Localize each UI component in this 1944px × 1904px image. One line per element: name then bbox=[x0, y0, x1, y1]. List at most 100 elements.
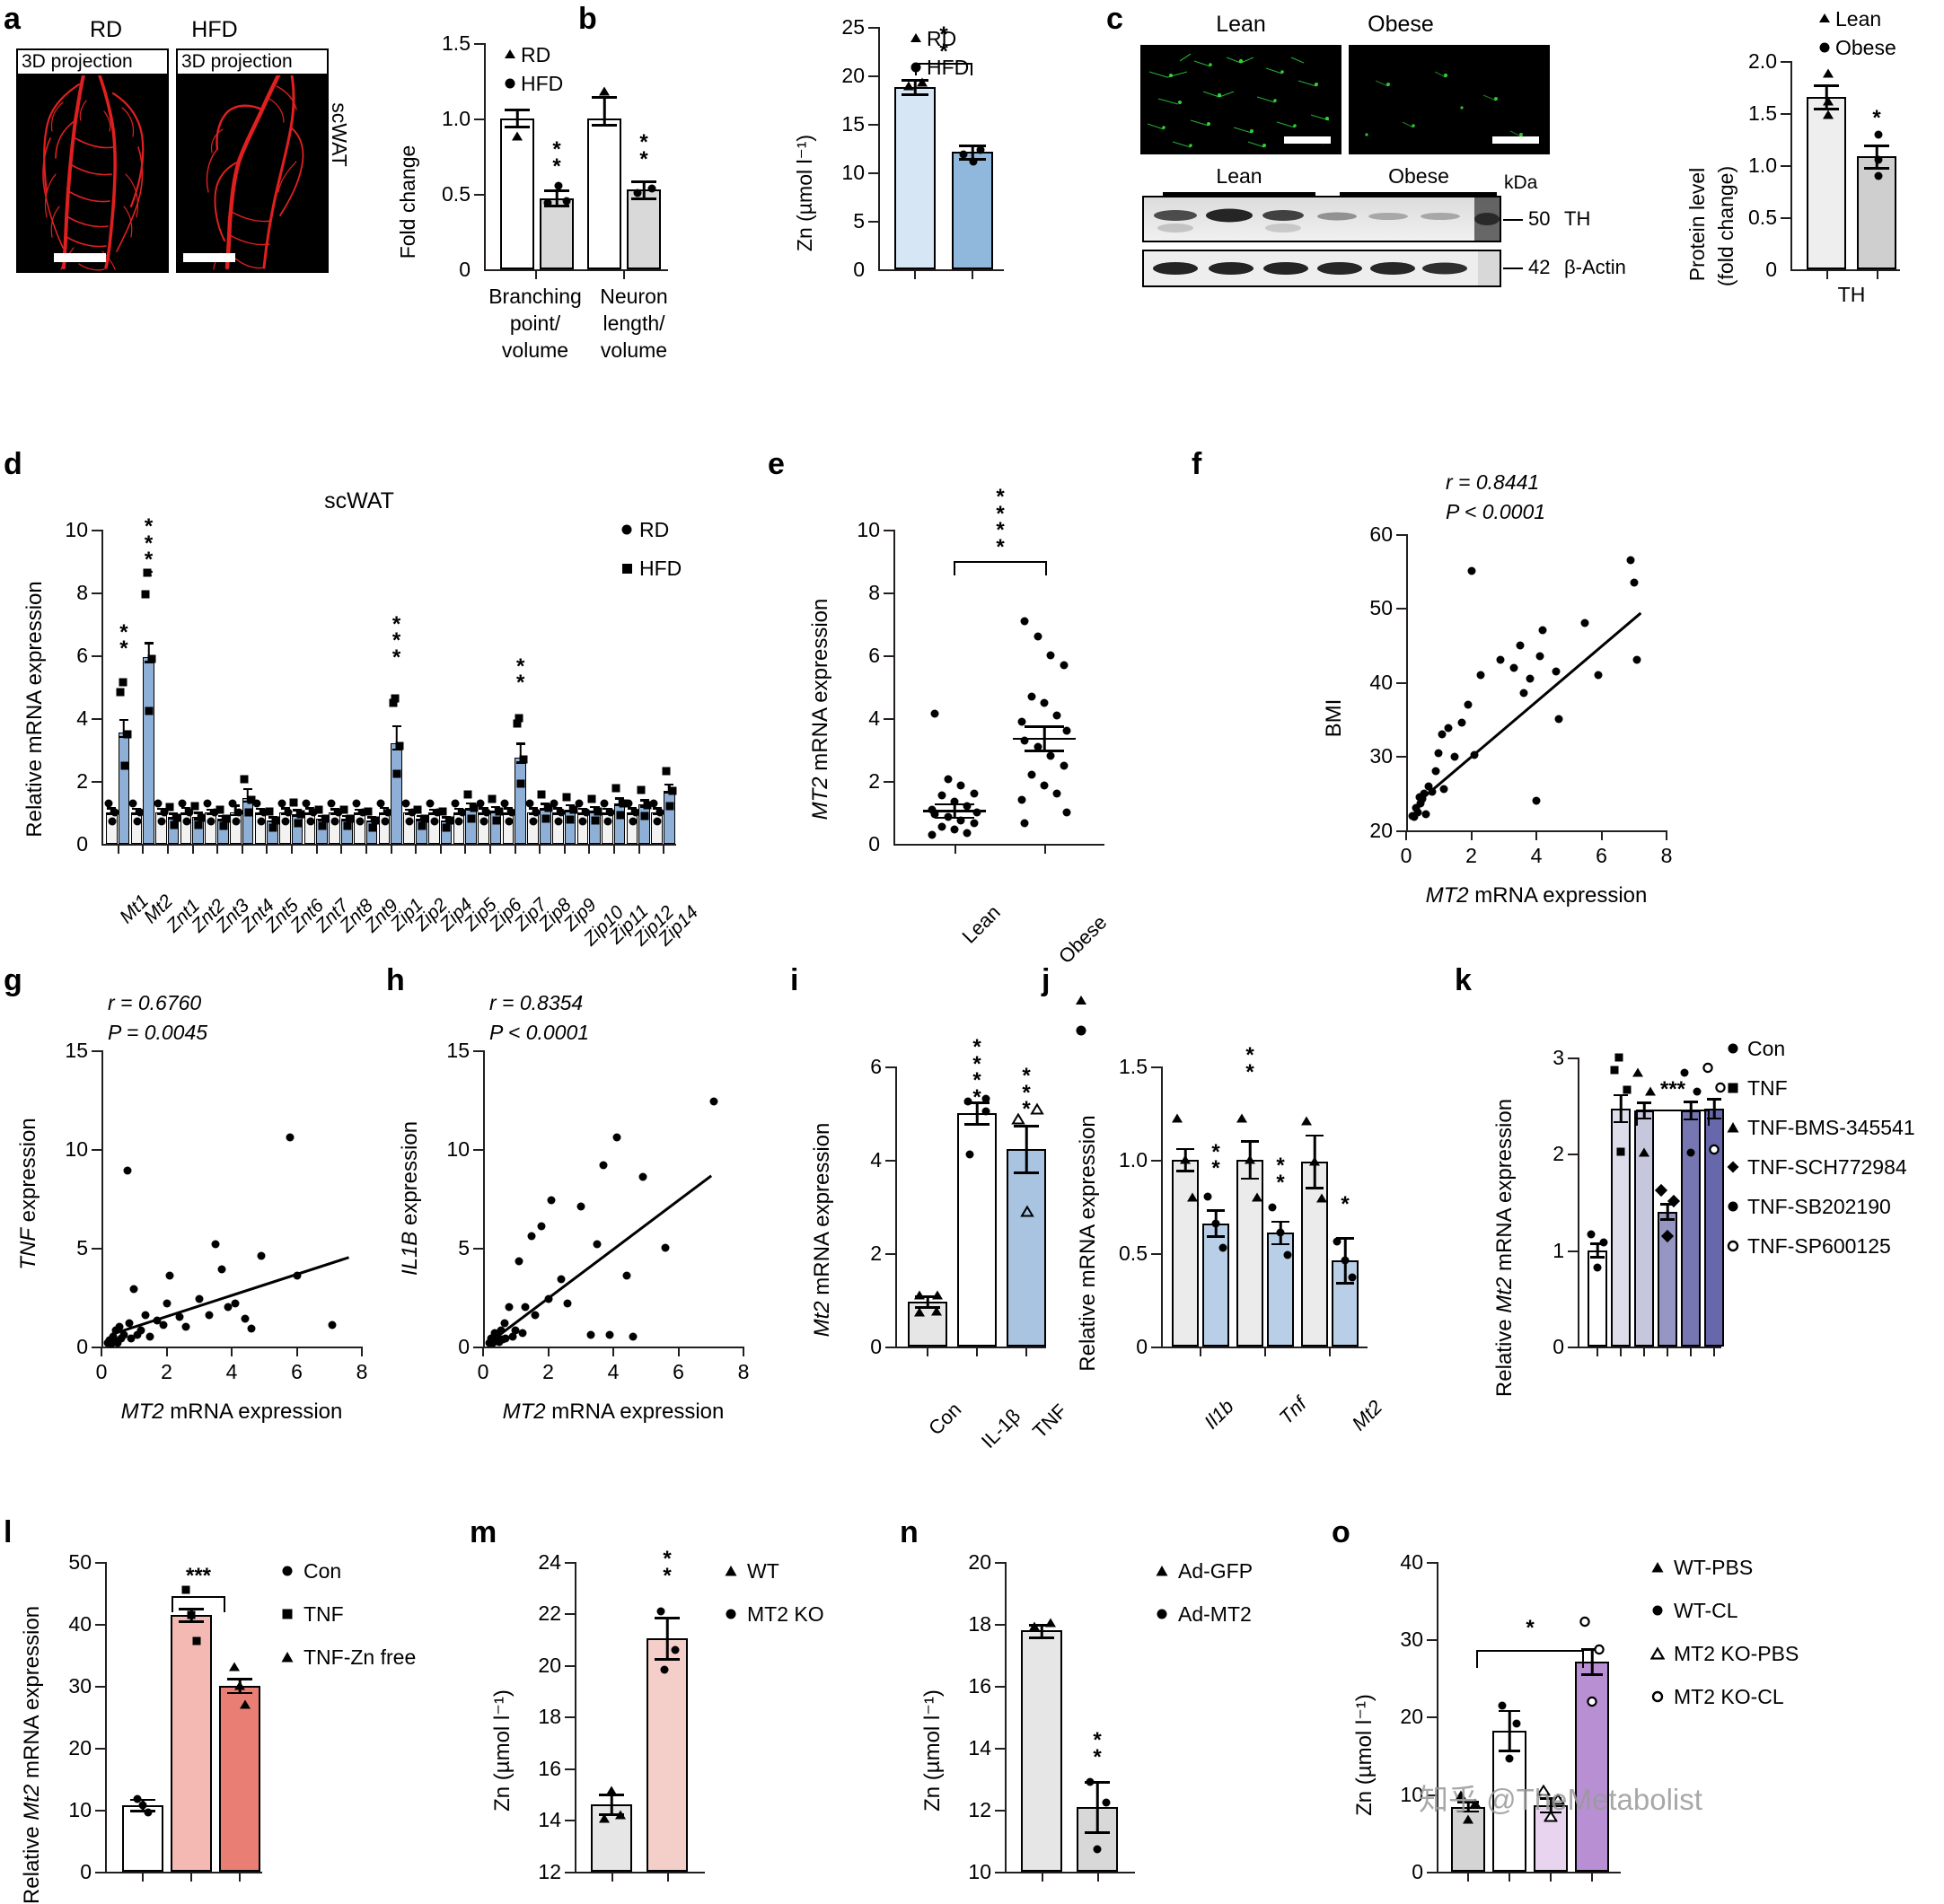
panel-d-point-Zip7-HFD-1 bbox=[516, 779, 525, 788]
panel-j-bar-Il1b-0 bbox=[1172, 1160, 1199, 1347]
panel-m-err-mt2ko bbox=[665, 1618, 669, 1659]
panel-d-title: scWAT bbox=[324, 488, 394, 513]
panel-n-sig: * * bbox=[1093, 1728, 1102, 1769]
panel-h-ytick-5 bbox=[473, 1248, 483, 1250]
panel-c-xaxis bbox=[1790, 269, 1900, 271]
panel-i-ytick-0 bbox=[885, 1347, 895, 1348]
panel-b-point-hfd-1 bbox=[959, 150, 968, 159]
panel-c-yaxis bbox=[1790, 61, 1792, 269]
panel_f-xtick-label-1: 2 bbox=[1465, 844, 1477, 867]
panel-d-point-Znt3-HFD-1 bbox=[219, 821, 228, 830]
panel-i-sig-tnf: * * * bbox=[1022, 1064, 1031, 1122]
panel-j-yaxis bbox=[1161, 1066, 1163, 1347]
panel-k-legend-marker-2 bbox=[1726, 1120, 1740, 1139]
panel-k-point-5-2 bbox=[1708, 1143, 1720, 1160]
panel-e-point-g1-9 bbox=[1020, 736, 1029, 744]
panel-o-sig: * bbox=[1526, 1616, 1535, 1640]
panel-d-point-Mt2-RD-0 bbox=[128, 799, 137, 808]
panel-m-errcap2-mt2ko bbox=[655, 1658, 680, 1661]
panel-k-point-0-2 bbox=[1593, 1263, 1602, 1272]
panel-e-point-g1-15 bbox=[1052, 789, 1061, 798]
panel-a-bar-rd-1 bbox=[500, 118, 534, 269]
panel-o-point-1-0 bbox=[1498, 1701, 1507, 1710]
panel-letter-e: e bbox=[768, 447, 785, 481]
panel-e-point-g0-15 bbox=[963, 829, 972, 838]
panel-d-xtick-Zip10 bbox=[588, 844, 591, 854]
panel_g-point-31 bbox=[247, 1324, 256, 1333]
panel-k-xtick-5 bbox=[1713, 1347, 1715, 1356]
panel-i-point-il1b-3 bbox=[981, 1107, 990, 1116]
panel_f-trendline bbox=[1421, 611, 1641, 800]
panel-k-bar-4 bbox=[1681, 1110, 1701, 1347]
panel-j-ylabel: Relative mRNA expression bbox=[1076, 1115, 1100, 1372]
panel-d-xtick-Znt5 bbox=[266, 844, 268, 854]
panel-a-caption-hfd: 3D projection bbox=[176, 48, 329, 75]
panel-n-err-admt2 bbox=[1095, 1782, 1099, 1832]
panel-j-point-Mt2-0-1 bbox=[1316, 1193, 1327, 1203]
panel-d-bar-Mt2-HFD bbox=[143, 656, 154, 844]
panel-a-err-rd-1 bbox=[515, 110, 519, 126]
panel-d-xtick-Znt9 bbox=[365, 844, 367, 854]
panel-m-point-mt2ko-1 bbox=[656, 1607, 665, 1616]
panel-d-point-Znt8-HFD-0 bbox=[339, 805, 348, 814]
panel-l-ytick-50 bbox=[95, 1562, 105, 1564]
panel-c-blot-underline-lean bbox=[1163, 192, 1315, 196]
panel-o-legend-marker-2 bbox=[1649, 1646, 1666, 1665]
panel-d-point-Znt9-HFD-1 bbox=[368, 823, 377, 832]
panel-k-err-5-cap-bot bbox=[1707, 1117, 1721, 1120]
panel-o-err-3-cap-bot bbox=[1581, 1673, 1603, 1676]
panel-a-point-hfd-2b bbox=[647, 184, 656, 193]
panel-d-xtick-Znt1 bbox=[167, 844, 170, 854]
panel_g-point-13 bbox=[129, 1285, 138, 1294]
panel-c-blot-mw-50: 50 bbox=[1528, 207, 1551, 230]
panel-e-point-g1-1 bbox=[1034, 632, 1042, 641]
panel-c-blot-underline-obese bbox=[1340, 192, 1497, 196]
panel-l-ytick-label-50: 50 bbox=[68, 1550, 92, 1574]
panel-i-point-tnf-2 bbox=[1030, 1102, 1044, 1120]
panel-j-err-Mt2-1-cap-bot bbox=[1336, 1282, 1354, 1285]
panel_f-point-15 bbox=[1444, 724, 1453, 733]
panel-d-sig-Mt2: * * * * bbox=[144, 514, 154, 590]
panel_g-point-19 bbox=[159, 1321, 168, 1329]
panel-o-ytick-10 bbox=[1427, 1794, 1437, 1796]
panel-a-errcap-hfd-2 bbox=[631, 180, 656, 183]
panel-i-point-con-2 bbox=[932, 1290, 943, 1300]
panel-j-point-Mt2-1-2 bbox=[1341, 1256, 1350, 1265]
panel-i-sig-il1b: * * * * bbox=[972, 1035, 981, 1110]
panel-a-errcap2-rd-1 bbox=[505, 126, 530, 128]
panel-d-bar-Zip7-HFD bbox=[515, 757, 526, 844]
panel-e-xtick-2 bbox=[1044, 844, 1046, 854]
panel-c-blot-actin-leader bbox=[1503, 268, 1523, 269]
panel-d-bar-Zip8-HFD bbox=[539, 807, 551, 844]
panel-k-ytick-label-2: 2 bbox=[1553, 1142, 1564, 1165]
panel-d-point-Znt8-RD-0 bbox=[327, 799, 336, 808]
panel-d-xtick-Zip7 bbox=[514, 844, 516, 854]
panel-e-point-g1-16 bbox=[1017, 795, 1026, 804]
panel-l-ylabel: Relative Mt2 mRNA expression bbox=[20, 1605, 44, 1904]
panel-e-point-g1-7 bbox=[1017, 717, 1026, 725]
panel-k-point-5-1 bbox=[1714, 1081, 1727, 1098]
panel_f-point-16 bbox=[1450, 752, 1459, 760]
panel-a-errcap2-rd-2 bbox=[592, 124, 617, 127]
panel-a-sig-2: * * bbox=[639, 130, 648, 171]
panel-o-xtick-0 bbox=[1467, 1872, 1469, 1882]
panel-d-point-Znt5-RD-1 bbox=[257, 817, 266, 826]
panel-m-ytick-22 bbox=[565, 1613, 575, 1615]
panel_f-point-3 bbox=[1413, 808, 1422, 817]
panel-e-point-g0-11 bbox=[956, 816, 965, 825]
panel_g-xtick-3 bbox=[295, 1347, 298, 1356]
panel-o-point-0-2 bbox=[1463, 1814, 1473, 1824]
panel-k-xtick-1 bbox=[1620, 1347, 1622, 1356]
panel-m-ylabel: Zn (µmol l⁻¹) bbox=[490, 1689, 515, 1812]
panel-m-yaxis bbox=[575, 1562, 576, 1872]
panel-b-ytick-label-15: 15 bbox=[841, 112, 865, 136]
panel_f-point-32 bbox=[1580, 619, 1589, 627]
panel-d-bar-Zip9-HFD bbox=[564, 809, 576, 844]
panel_f-point-27 bbox=[1532, 796, 1541, 805]
panel-e-point-g1-18 bbox=[1020, 819, 1029, 828]
panel-f-ytick-20 bbox=[1396, 830, 1406, 832]
panel-k-legend-marker-4 bbox=[1726, 1199, 1740, 1218]
panel-d-point-Znt5-HFD-1 bbox=[268, 823, 277, 832]
panel-d-point-Znt6-RD-0 bbox=[277, 799, 286, 808]
panel-o-ytick-label-0: 0 bbox=[1412, 1860, 1423, 1883]
